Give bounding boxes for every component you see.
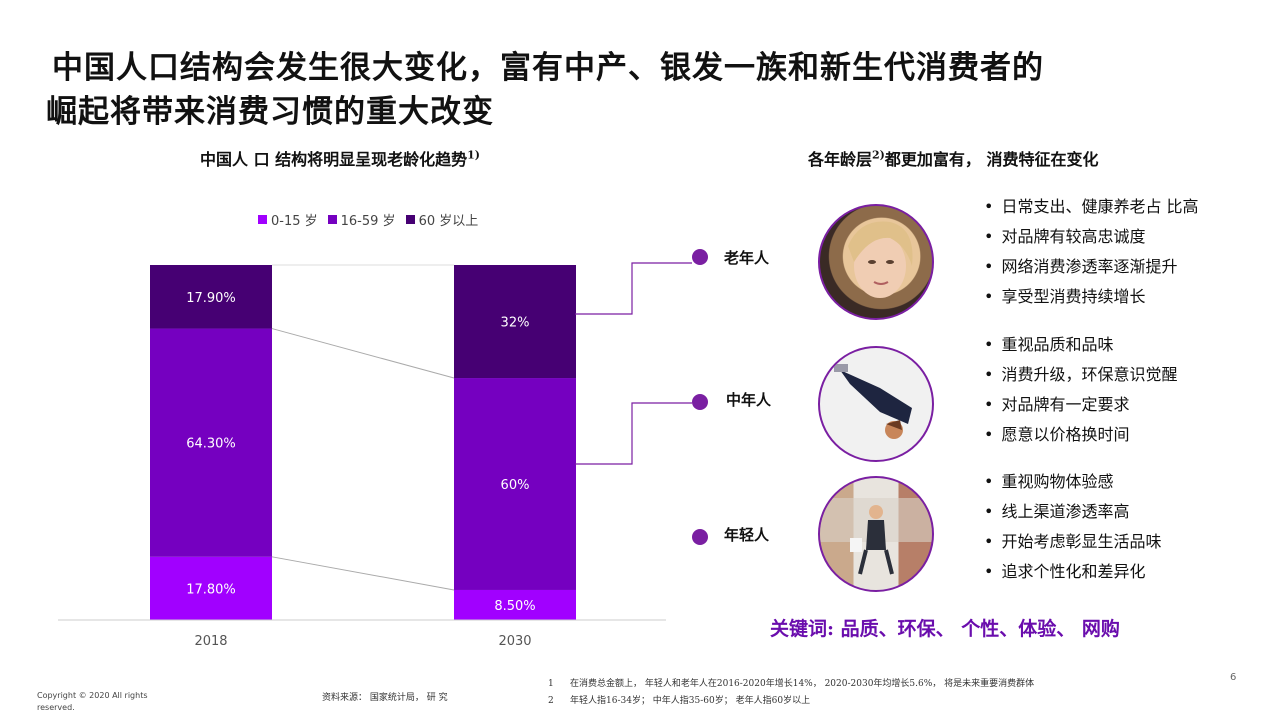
bullet-list-middle: 重视品质和品味 消费升级，环保意识觉醒 对品牌有一定要求 愿意以价格换时间 [984,330,1177,450]
segments-heading-pre: 各年龄层 [808,150,873,169]
legend-label-old: 60 岁以上 [418,214,479,229]
legend-item-young: 0-15 岁 [258,210,318,229]
young-woman-icon [820,498,932,575]
footnote-1-text: 在消费总金额上， 年轻人和老年人在2016-2020年增长14%， 2020-2… [570,679,1035,689]
list-item: 对品牌有一定要求 [984,390,1177,420]
connector-old [575,262,692,315]
bar-segment [150,265,272,329]
footnotes: 1 在消费总金额上， 年轻人和老年人在2016-2020年增长14%， 2020-… [548,676,1034,710]
age-label-old: 老年人 [724,249,770,267]
chart-heading-text: 中国人 口 结构将明显呈现老龄化趋势 [200,150,468,169]
footnote-2-text: 年轻人指16-34岁； 中年人指35-60岁； 老年人指60岁以上 [570,696,811,706]
connector-middle-young [575,402,692,465]
segments-heading: 各年龄层2)都更加富有， 消费特征在变化 [808,146,1098,170]
series-connector-line [271,556,455,591]
copyright-text: Copyright © 2020 All rights reserved. [37,691,148,712]
legend-label-middle: 16-59 岁 [340,214,396,229]
series-connector-line [271,328,455,379]
legend-label-young: 0-15 岁 [271,214,318,229]
segments-heading-footnote: 2) [872,148,885,162]
segments-heading-post: 都更加富有， 消费特征在变化 [884,150,1099,169]
bar-segment [454,265,576,379]
legend-item-old: 60 岁以上 [405,210,479,229]
footnote-1: 1 在消费总金额上， 年轻人和老年人在2016-2020年增长14%， 2020-… [548,676,1034,693]
older-woman-icon [848,221,913,298]
footnote-2: 2 年轻人指16-34岁； 中年人指35-60岁； 老年人指60岁以上 [548,693,1034,710]
chart-legend: 0-15 岁 16-59 岁 60 岁以上 [258,210,478,229]
stacked-bar-chart: 17.80% 64.30% 17.90% 2018 8.50% 60% 32% 2030 [58,264,666,649]
data-label: 32% [501,316,530,331]
dot-old [692,249,708,265]
segment-connectors [575,249,708,545]
data-label: 17.90% [186,291,236,306]
age-label-middle: 中年人 [726,391,772,409]
older-woman-photo [818,204,934,320]
list-item: 消费升级，环保意识觉醒 [984,360,1177,390]
bar-segment [454,378,576,590]
age-label-young: 年轻人 [724,526,770,544]
dot-young [692,529,708,545]
legend-swatch-middle [327,215,337,224]
chart-heading: 中国人 口 结构将明显呈现老龄化趋势1) [200,146,480,170]
list-item: 线上渠道渗透率高 [984,497,1161,527]
bullet-list-young: 重视购物体验感 线上渠道渗透率高 开始考虑彰显生活品味 追求个性化和差异化 [984,467,1161,587]
bar-segment [150,556,272,620]
young-woman-photo [818,476,934,592]
footnote-2-number: 2 [548,696,554,706]
category-label: 2030 [498,634,531,649]
category-label: 2018 [194,634,227,649]
bar-segment [150,328,272,557]
keywords-line: 关键词: 品质、环保、 个性、体验、 网购 [770,618,1120,640]
list-item: 开始考虑彰显生活品味 [984,527,1161,557]
slide-title: 中国人口结构会发生很大变化，富有中产、银发一族和新生代消费者的 崛起将带来消费习… [46,46,1206,134]
footnote-1-number: 1 [548,679,554,689]
data-label: 60% [501,478,530,493]
bullet-list-old: 日常支出、健康养老占 比高 对品牌有较高忠诚度 网络消费渗透率逐渐提升 享受型消… [984,192,1199,312]
page-number: 6 [1230,672,1237,683]
list-item: 愿意以价格换时间 [984,420,1177,450]
data-label: 64.30% [186,437,236,452]
list-item: 对品牌有较高忠诚度 [984,222,1199,252]
list-item: 重视购物体验感 [984,467,1161,497]
businessman-icon [834,364,912,439]
list-item: 享受型消费持续增长 [984,282,1199,312]
data-label: 8.50% [494,599,535,614]
businessman-photo [818,346,934,462]
legend-item-middle: 16-59 岁 [327,210,396,229]
title-line-2: 崛起将带来消费习惯的重大改变 [46,94,494,130]
chart-heading-footnote: 1) [467,148,481,162]
list-item: 网络消费渗透率逐渐提升 [984,252,1199,282]
dot-middle [692,394,708,410]
legend-swatch-old [405,215,415,224]
bar-segment [454,589,576,620]
source-text: 资料来源： 国家统计局， 研 究 [322,693,448,703]
list-item: 追求个性化和差异化 [984,557,1161,587]
data-label: 17.80% [186,582,236,597]
legend-swatch-young [258,215,267,224]
list-item: 日常支出、健康养老占 比高 [984,192,1198,222]
title-line-1: 中国人口结构会发生很大变化，富有中产、银发一族和新生代消费者的 [52,50,1044,86]
list-item: 重视品质和品味 [984,330,1177,360]
